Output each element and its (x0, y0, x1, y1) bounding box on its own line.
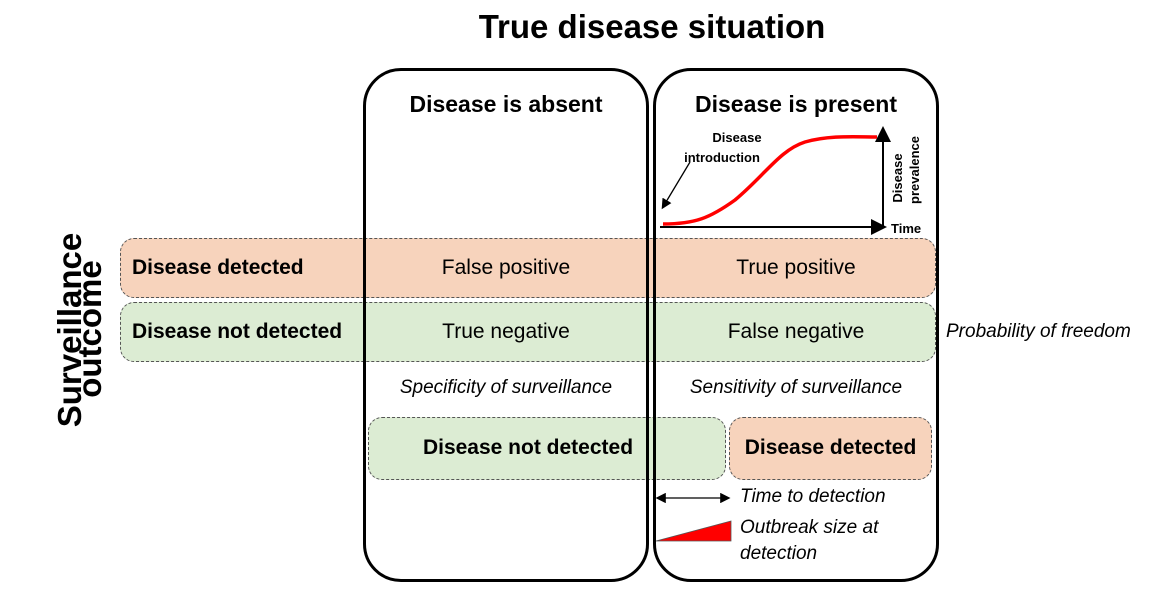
specificity-label: Specificity of surveillance (399, 377, 613, 398)
introduction-label-line2: introduction (684, 150, 760, 165)
row-band-detected (120, 238, 936, 298)
cell-true-positive: True positive (736, 256, 856, 279)
row-band-not-detected (120, 302, 936, 362)
cell-true-negative: True negative (442, 320, 570, 343)
column-disease-present (653, 68, 939, 582)
inset-y-label-line2: prevalence (907, 136, 922, 204)
column-header-present: Disease is present (694, 91, 897, 117)
outbreak-size-wedge (655, 520, 732, 542)
inset-y-label-line1: Disease (890, 153, 905, 202)
outcome-label-detected: Disease detected (744, 436, 917, 459)
cell-false-negative: False negative (727, 320, 865, 343)
sensitivity-label: Sensitivity of surveillance (689, 377, 903, 398)
surveillance-outcome-label-line2: outcome (71, 260, 108, 398)
row-label-not-detected: Disease not detected (132, 320, 343, 343)
column-header-absent: Disease is absent (409, 91, 603, 117)
introduction-arrow (661, 161, 691, 210)
prevalence-inset-chart: Disease introduction Time Disease preval… (660, 126, 922, 236)
probability-of-freedom-label: Probability of freedom (946, 321, 1131, 342)
row-label-detected: Disease detected (132, 256, 304, 279)
prevalence-curve (662, 134, 878, 226)
column-disease-absent (363, 68, 649, 582)
outbreak-size-label-line1: Outbreak size at (740, 517, 879, 538)
inset-x-label: Time (891, 221, 921, 236)
outcome-box-not-detected (368, 417, 726, 480)
outcome-label-not-detected: Disease not detected (422, 436, 634, 459)
introduction-label-line1: Disease (712, 130, 761, 145)
outbreak-size-label-line2: detection (740, 543, 818, 564)
outcome-box-detected (729, 417, 932, 480)
diagram-title: True disease situation (478, 8, 826, 45)
time-to-detection-arrow (655, 492, 731, 504)
time-to-detection-label: Time to detection (740, 486, 886, 507)
cell-false-positive: False positive (441, 256, 571, 279)
